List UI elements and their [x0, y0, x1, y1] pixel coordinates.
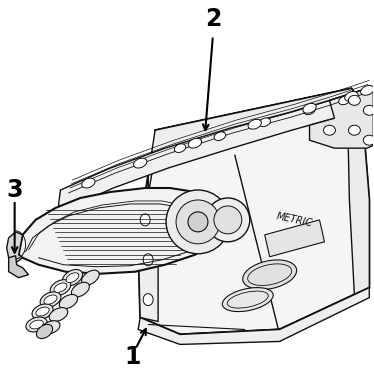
Ellipse shape	[339, 96, 350, 105]
Polygon shape	[58, 88, 373, 210]
Ellipse shape	[41, 321, 60, 334]
Ellipse shape	[71, 282, 89, 297]
Polygon shape	[138, 288, 369, 344]
Polygon shape	[19, 188, 225, 274]
Ellipse shape	[143, 294, 153, 306]
Ellipse shape	[50, 280, 71, 296]
Ellipse shape	[59, 295, 78, 309]
Ellipse shape	[140, 214, 150, 226]
Text: 3: 3	[6, 178, 23, 202]
Ellipse shape	[259, 118, 270, 126]
Ellipse shape	[345, 91, 358, 101]
Ellipse shape	[248, 119, 261, 129]
Circle shape	[176, 200, 220, 244]
Circle shape	[214, 206, 242, 234]
Ellipse shape	[174, 144, 186, 152]
Ellipse shape	[66, 273, 79, 283]
Polygon shape	[155, 88, 361, 145]
Ellipse shape	[222, 288, 273, 312]
Polygon shape	[7, 232, 22, 263]
Ellipse shape	[44, 295, 57, 304]
Circle shape	[206, 198, 250, 242]
Ellipse shape	[134, 158, 147, 168]
Polygon shape	[9, 256, 28, 278]
Ellipse shape	[243, 260, 297, 290]
Ellipse shape	[26, 317, 47, 332]
Polygon shape	[148, 88, 361, 195]
Text: 1: 1	[124, 346, 140, 369]
Circle shape	[188, 212, 208, 232]
Ellipse shape	[324, 125, 335, 135]
Ellipse shape	[143, 254, 153, 266]
Ellipse shape	[364, 105, 374, 115]
Ellipse shape	[82, 178, 95, 188]
Text: 2: 2	[205, 6, 221, 30]
Ellipse shape	[40, 292, 61, 307]
Ellipse shape	[188, 138, 202, 148]
Ellipse shape	[82, 270, 99, 285]
Ellipse shape	[62, 269, 83, 286]
Polygon shape	[138, 175, 158, 322]
Text: METRIC: METRIC	[276, 211, 314, 229]
Ellipse shape	[361, 85, 374, 95]
Ellipse shape	[349, 125, 361, 135]
Ellipse shape	[36, 307, 49, 316]
Polygon shape	[265, 220, 325, 257]
Ellipse shape	[214, 132, 226, 141]
Polygon shape	[347, 102, 369, 295]
Ellipse shape	[32, 304, 53, 319]
Ellipse shape	[304, 106, 315, 115]
Ellipse shape	[303, 103, 316, 113]
Ellipse shape	[30, 320, 43, 329]
Ellipse shape	[364, 135, 374, 145]
Ellipse shape	[36, 324, 53, 339]
Circle shape	[166, 190, 230, 254]
Polygon shape	[138, 88, 369, 335]
Ellipse shape	[49, 307, 68, 322]
Polygon shape	[310, 88, 373, 148]
Ellipse shape	[54, 283, 67, 292]
Ellipse shape	[349, 95, 361, 105]
